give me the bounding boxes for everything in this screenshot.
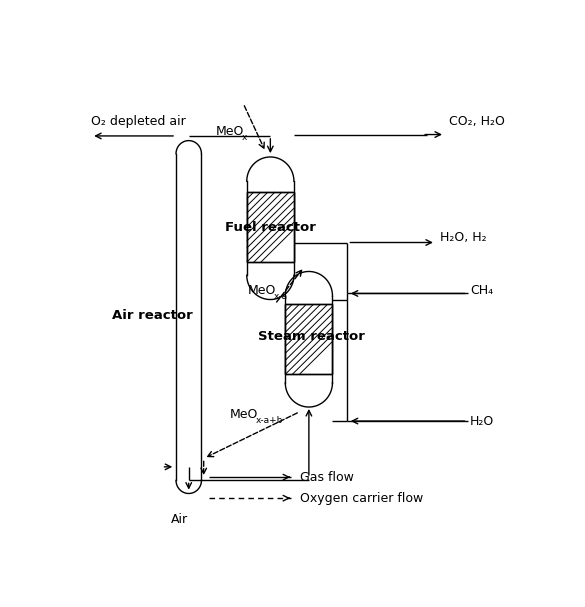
Bar xyxy=(285,304,332,375)
Text: CH₄: CH₄ xyxy=(470,283,493,297)
Text: MeO: MeO xyxy=(216,125,245,138)
Text: Oxygen carrier flow: Oxygen carrier flow xyxy=(300,492,423,504)
Text: H₂O, H₂: H₂O, H₂ xyxy=(441,231,487,244)
Text: Steam reactor: Steam reactor xyxy=(258,330,364,344)
Text: MeO: MeO xyxy=(247,283,276,297)
Text: Fuel reactor: Fuel reactor xyxy=(225,220,316,234)
Text: MeO: MeO xyxy=(229,407,258,421)
Text: Air: Air xyxy=(171,513,188,526)
Text: x-a: x-a xyxy=(274,292,288,300)
Text: CO₂, H₂O: CO₂, H₂O xyxy=(449,115,505,129)
Text: x-a+b: x-a+b xyxy=(256,416,283,425)
Text: Air reactor: Air reactor xyxy=(112,310,193,322)
Bar xyxy=(285,304,332,375)
Bar xyxy=(247,192,294,262)
Text: Gas flow: Gas flow xyxy=(300,470,354,484)
Text: H₂O: H₂O xyxy=(470,415,494,427)
Text: O₂ depleted air: O₂ depleted air xyxy=(91,115,186,129)
Text: x: x xyxy=(242,133,247,142)
Bar xyxy=(247,192,294,262)
